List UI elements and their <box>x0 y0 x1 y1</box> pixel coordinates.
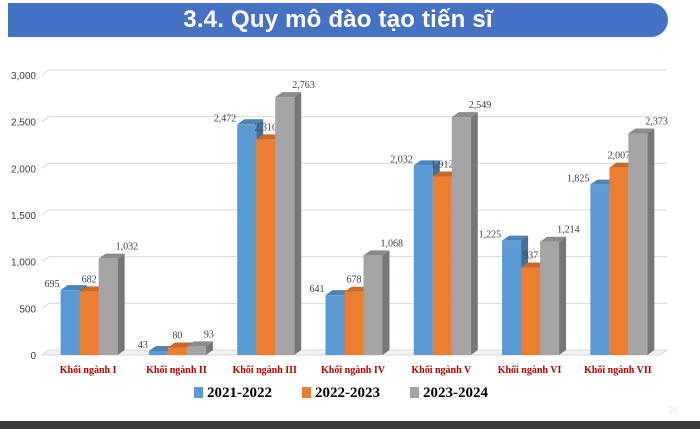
data-label: 1,225 <box>479 230 502 241</box>
data-label: 1,825 <box>567 174 590 185</box>
gridline-side <box>41 256 50 263</box>
bar <box>186 346 206 355</box>
data-label: 1,068 <box>381 238 404 249</box>
bar <box>60 290 80 355</box>
data-label: 678 <box>347 275 362 286</box>
category-label: Khối ngành VI <box>498 365 562 376</box>
category-label: Khối ngành V <box>411 365 472 376</box>
bar <box>275 97 295 356</box>
category-label: Khối ngành I <box>60 365 117 376</box>
y-tick-label: 500 <box>19 304 36 315</box>
data-label: 93 <box>204 329 214 340</box>
bar-top <box>186 341 213 347</box>
gridline-side <box>41 162 50 169</box>
y-tick-label: 2,000 <box>11 164 36 175</box>
data-label: 2,007 <box>608 151 631 162</box>
title-banner: 3.4. Quy mô đào tạo tiến sĩ <box>8 3 668 37</box>
bar <box>413 165 433 355</box>
data-label: 2,373 <box>645 117 668 128</box>
data-label: 2,472 <box>214 113 237 124</box>
bar-side <box>205 341 213 355</box>
bar <box>590 184 610 355</box>
bar-top <box>540 236 567 242</box>
gridline-side <box>41 209 50 216</box>
slide-title: 3.4. Quy mô đào tạo tiến sĩ <box>183 6 493 33</box>
data-label: 1,214 <box>557 225 580 236</box>
bar-side <box>559 236 567 355</box>
bar-top <box>98 253 125 259</box>
gridline-side <box>41 69 50 76</box>
bar <box>363 255 383 355</box>
bar <box>521 267 541 355</box>
bar <box>148 350 168 355</box>
gridline-side <box>41 116 50 123</box>
data-label: 80 <box>172 331 182 342</box>
data-label: 937 <box>523 251 538 262</box>
bar-side <box>647 128 655 355</box>
bar-top <box>628 128 655 134</box>
bar <box>79 291 99 355</box>
bar-top <box>237 119 264 125</box>
data-label: 695 <box>45 279 60 290</box>
category-label: Khối ngành VII <box>584 365 652 376</box>
y-tick-label: 1,000 <box>11 258 36 269</box>
y-tick-label: 2,500 <box>11 118 36 129</box>
data-label: 1,912 <box>431 160 454 171</box>
data-label: 2,032 <box>390 154 413 165</box>
bar <box>628 133 648 355</box>
bar <box>237 124 257 355</box>
data-label: 2,310 <box>254 122 277 133</box>
legend-label: 2021-2022 <box>207 385 272 401</box>
legend-swatch <box>194 387 203 398</box>
bar-side <box>470 112 478 356</box>
bar <box>167 347 187 355</box>
bar-top <box>502 235 529 241</box>
y-tick-label: 1,500 <box>11 211 36 222</box>
category-label: Khối ngành III <box>232 365 297 376</box>
bar-top <box>363 250 390 256</box>
bar <box>432 176 452 355</box>
data-label: 641 <box>310 284 325 295</box>
page-number: 20 <box>667 405 678 415</box>
bar <box>540 241 560 355</box>
bar-top <box>275 92 302 98</box>
data-label: 2,763 <box>292 80 315 91</box>
data-label: 2,549 <box>469 100 492 111</box>
bar <box>256 139 276 355</box>
bar <box>502 240 522 355</box>
category-label: Khối ngành IV <box>321 365 386 376</box>
data-label: 43 <box>138 340 148 351</box>
bar <box>98 258 118 355</box>
gridline-side <box>41 302 50 309</box>
category-label: Khối ngành II <box>146 365 207 376</box>
bar <box>609 167 629 355</box>
data-label: 1,032 <box>116 242 138 253</box>
bar <box>344 291 364 355</box>
data-label: 682 <box>82 274 97 285</box>
legend-label: 2023-2024 <box>423 385 488 401</box>
legend-swatch <box>302 387 311 398</box>
bar <box>325 295 345 355</box>
y-tick-label: 3,000 <box>11 71 36 82</box>
bar-side <box>382 250 390 355</box>
bottom-bar <box>0 421 700 429</box>
legend-label: 2022-2023 <box>315 385 380 401</box>
bar-side <box>294 92 302 356</box>
bar <box>451 117 471 356</box>
y-tick-label: 0 <box>30 351 36 362</box>
bar-side <box>117 253 125 355</box>
bar-top <box>451 112 478 118</box>
legend-swatch <box>410 387 419 398</box>
bar-top <box>413 160 440 166</box>
bar-top <box>60 285 87 291</box>
